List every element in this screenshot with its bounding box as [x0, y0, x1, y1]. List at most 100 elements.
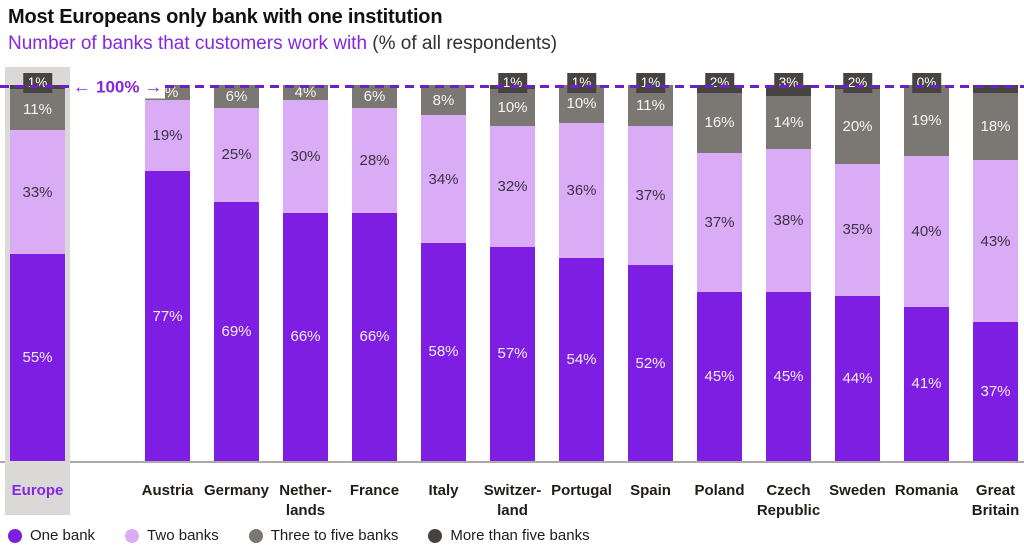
segment-value-label: 10%: [566, 95, 597, 113]
bar-segment-two-banks: 33%: [10, 130, 65, 255]
bar-column-germany: 69% 25% 6%: [214, 85, 259, 461]
legend-item-more-than-five-banks: More than five banks: [428, 527, 590, 544]
bar-segment-one-bank: 54%: [559, 257, 604, 461]
bar-column-austria: 77% 19% 4%: [145, 85, 190, 461]
legend-item-three-to-five-banks: Three to five banks: [248, 527, 399, 544]
more-than-five-badge: 1%: [635, 73, 666, 93]
bar-segment-one-bank: 77%: [145, 171, 190, 461]
more-than-five-badge: 1%: [497, 73, 528, 93]
country-label-italy: Italy: [428, 482, 459, 499]
country-label-czech-republic: Czech Republic: [756, 482, 821, 519]
bar-segment-more-than-five-banks: [973, 85, 1018, 93]
more-than-five-badge: 3%: [773, 73, 804, 93]
bar-segment-three-to-five-banks: 4%: [283, 84, 328, 102]
bar-segment-one-bank: 45%: [697, 291, 742, 461]
segment-value-label: 37%: [704, 213, 735, 231]
bar-column-great-britain: 37% 43% 18%: [973, 85, 1018, 461]
segment-value-label: 11%: [23, 100, 52, 118]
segment-value-label: 4%: [294, 84, 317, 102]
bar-column-spain: 52% 37% 11% 1%: [628, 73, 673, 461]
segment-value-label: 37%: [635, 187, 666, 205]
bar-column-portugal: 54% 36% 10% 1%: [559, 73, 604, 461]
bar-segment-two-banks: 35%: [835, 163, 880, 296]
right-arrow-icon: →: [144, 76, 163, 97]
country-label-great-britain: Great Britain: [971, 482, 1020, 519]
legend-dot-icon: [248, 528, 263, 543]
more-than-five-badge: 2%: [842, 73, 873, 93]
bar-segment-one-bank: 55%: [10, 254, 65, 461]
bar-segment-three-to-five-banks: 11%: [628, 85, 673, 127]
legend: One bank Two banks Three to five banks More…: [8, 527, 590, 544]
segment-value-label: 6%: [363, 87, 386, 105]
bar-segment-one-bank: 57%: [490, 246, 535, 461]
bar-segment-two-banks: 28%: [352, 107, 397, 213]
segment-value-label: 8%: [432, 91, 455, 109]
segment-value-label: 32%: [497, 178, 528, 196]
segment-value-label: 34%: [428, 170, 459, 188]
bar-segment-one-bank: 66%: [283, 212, 328, 461]
legend-label: More than five banks: [450, 527, 590, 544]
bar-segment-three-to-five-banks: 11%: [10, 88, 65, 131]
subtitle-suffix: (% of all respondents): [367, 33, 558, 54]
segment-value-label: 19%: [152, 127, 183, 145]
segment-value-label: 40%: [911, 223, 942, 241]
bar-column-nether-lands: 66% 30% 4%: [283, 85, 328, 461]
chart-subtitle: Number of banks that customers work with…: [8, 33, 557, 55]
segment-value-label: 43%: [980, 232, 1011, 250]
segment-value-label: 45%: [773, 367, 804, 385]
bar-segment-two-banks: 36%: [559, 122, 604, 258]
segment-value-label: 58%: [428, 343, 459, 361]
bar-segment-one-bank: 45%: [766, 291, 811, 461]
bar-segment-three-to-five-banks: 6%: [214, 85, 259, 108]
segment-value-label: 77%: [152, 307, 183, 325]
segment-value-label: 41%: [911, 375, 942, 393]
segment-value-label: 55%: [22, 349, 53, 367]
legend-label: One bank: [30, 527, 96, 544]
bar-column-switzer-land: 57% 32% 10% 1%: [490, 73, 535, 461]
bar-segment-three-to-five-banks: 19%: [904, 85, 949, 157]
bar-column-sweden: 44% 35% 20% 2%: [835, 73, 880, 461]
more-than-five-badge: 2%: [704, 73, 735, 93]
country-label-switzer-land: Switzer- land: [483, 482, 542, 519]
left-arrow-icon: ←: [73, 76, 91, 97]
segment-value-label: 10%: [497, 99, 528, 117]
bar-column-poland: 45% 37% 16% 2%: [697, 73, 742, 461]
legend-label: Two banks: [147, 527, 219, 544]
country-label-austria: Austria: [141, 482, 194, 499]
country-label-romania: Romania: [894, 482, 959, 499]
legend-item-one-bank: One bank: [8, 527, 95, 544]
more-than-five-badge: 1%: [22, 73, 53, 93]
segment-value-label: 66%: [359, 328, 390, 346]
segment-value-label: 35%: [842, 221, 873, 239]
reference-label-text: 100%: [96, 77, 140, 96]
bar-segment-one-bank: 44%: [835, 295, 880, 461]
legend-dot-icon: [428, 528, 443, 543]
reference-line-100: [0, 85, 1024, 88]
bar-segment-one-bank: 58%: [421, 242, 466, 461]
segment-value-label: 37%: [980, 382, 1011, 400]
subtitle-highlight: Number of banks that customers work with: [8, 33, 368, 54]
bar-segment-two-banks: 19%: [145, 100, 190, 172]
page-title: Most Europeans only bank with one instit…: [8, 6, 443, 28]
segment-value-label: 44%: [842, 369, 873, 387]
segment-value-label: 69%: [221, 322, 252, 340]
bar-segment-three-to-five-banks: 14%: [766, 96, 811, 149]
bar-segment-one-bank: 41%: [904, 306, 949, 461]
legend-dot-icon: [8, 528, 22, 543]
segment-value-label: 6%: [225, 87, 248, 105]
bar-segment-one-bank: 37%: [973, 321, 1018, 461]
chart-area: ← 100% → 55% 33% 11% 1% 77% 19% 4% 69% 25% 6% 66% 30%…: [0, 67, 1024, 519]
country-label-europe: Europe: [11, 482, 64, 499]
country-label-germany: Germany: [203, 482, 270, 499]
country-label-france: France: [349, 482, 400, 499]
country-label-poland: Poland: [694, 482, 745, 499]
segment-value-label: 57%: [497, 345, 528, 363]
segment-value-label: 14%: [773, 114, 804, 132]
bar-column-italy: 58% 34% 8%: [421, 85, 466, 461]
bar-segment-three-to-five-banks: 8%: [421, 85, 466, 116]
legend-item-two-banks: Two banks: [125, 527, 219, 544]
legend-label: Three to five banks: [270, 527, 399, 544]
bar-segment-two-banks: 30%: [283, 100, 328, 213]
bar-segment-three-to-five-banks: 16%: [697, 92, 742, 153]
bar-segment-three-to-five-banks: 6%: [352, 85, 397, 108]
